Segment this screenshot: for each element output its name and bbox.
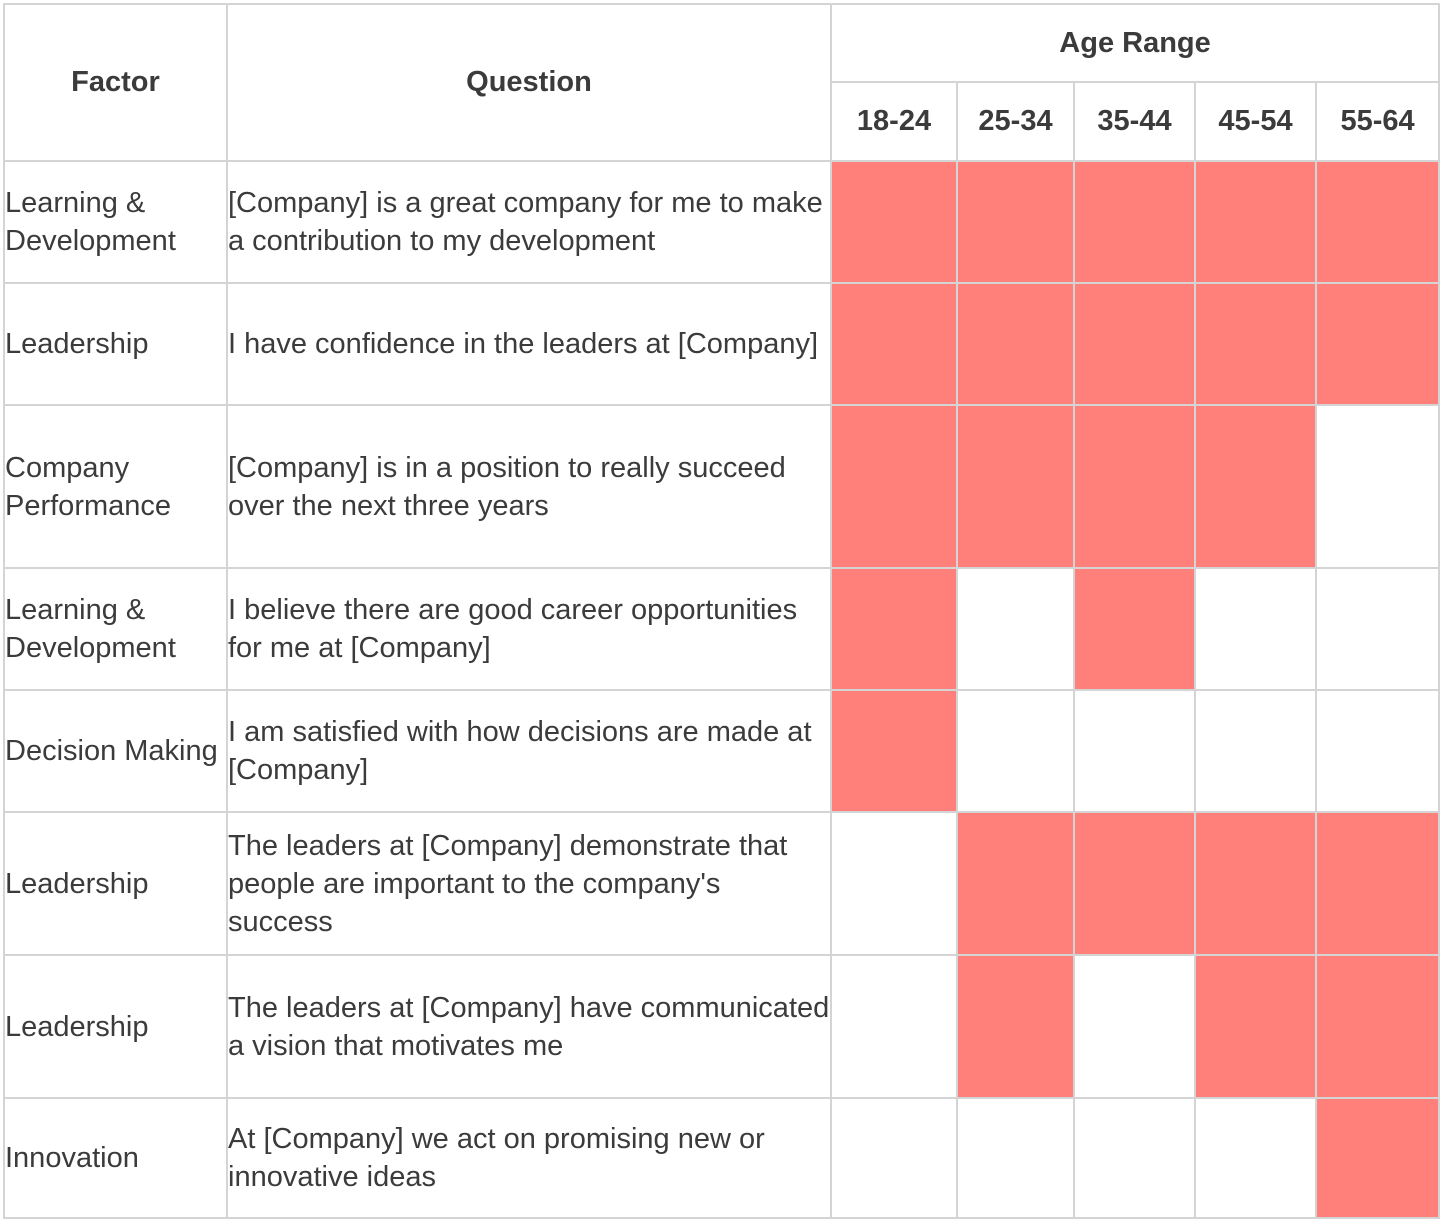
age-cell-25-34 (956, 954, 1075, 1099)
table-row: Company Performance [Company] is in a pos… (3, 404, 1440, 569)
factor-cell: Leadership (3, 954, 228, 1099)
age-header: 25-34 (956, 81, 1075, 162)
age-cell-35-44 (1073, 689, 1196, 813)
factor-cell: Learning & Development (3, 567, 228, 691)
age-cell-18-24 (830, 811, 958, 956)
age-cell-35-44 (1073, 404, 1196, 569)
header-row-top: Factor Question Age Range (3, 3, 1440, 162)
age-cell-45-54 (1194, 567, 1317, 691)
age-cell-55-64 (1314, 811, 1440, 956)
age-cell-25-34 (956, 811, 1075, 956)
age-cell-55-64 (1314, 160, 1440, 284)
factor-header: Factor (3, 3, 228, 162)
age-cell-55-64 (1314, 282, 1440, 406)
factor-cell: Decision Making (3, 689, 228, 813)
age-cell-35-44 (1073, 954, 1196, 1099)
factor-cell: Leadership (3, 282, 228, 406)
age-cell-18-24 (830, 160, 958, 284)
age-cell-55-64 (1314, 954, 1440, 1099)
table-row: Learning & Development I believe there ar… (3, 567, 1440, 691)
question-cell: [Company] is in a position to really suc… (226, 404, 832, 569)
question-cell: The leaders at [Company] demonstrate tha… (226, 811, 832, 956)
age-cell-45-54 (1194, 160, 1317, 284)
table-row: Learning & Development [Company] is a gre… (3, 160, 1440, 284)
question-header: Question (226, 3, 832, 162)
age-cell-45-54 (1194, 811, 1317, 956)
age-cell-45-54 (1194, 689, 1317, 813)
age-cell-35-44 (1073, 811, 1196, 956)
question-cell: I believe there are good career opportun… (226, 567, 832, 691)
header-row-ages: 18-24 25-34 35-44 45-54 55-64 (4, 81, 1440, 162)
age-cell-45-54 (1194, 1097, 1317, 1219)
age-cell-25-34 (956, 282, 1075, 406)
table-row: Decision Making I am satisfied with how d… (3, 689, 1440, 813)
table-row: Leadership I have confidence in the leade… (3, 282, 1440, 406)
age-cell-18-24 (830, 954, 958, 1099)
age-cell-25-34 (956, 160, 1075, 284)
question-cell: I am satisfied with how decisions are ma… (226, 689, 832, 813)
age-cell-18-24 (830, 282, 958, 406)
question-cell: The leaders at [Company] have communicat… (226, 954, 832, 1099)
question-cell: [Company] is a great company for me to m… (226, 160, 832, 284)
age-cell-55-64 (1314, 567, 1440, 691)
question-cell: At [Company] we act on promising new or … (226, 1097, 832, 1219)
table-row: Leadership The leaders at [Company] have … (3, 954, 1440, 1099)
age-range-header: Age Range (829, 3, 1440, 83)
age-header: 45-54 (1194, 81, 1317, 162)
age-cell-35-44 (1073, 567, 1196, 691)
factor-cell: Leadership (3, 811, 228, 956)
age-cell-55-64 (1314, 404, 1440, 569)
age-header: 55-64 (1314, 81, 1440, 162)
age-header: 18-24 (830, 81, 958, 162)
age-cell-35-44 (1073, 160, 1196, 284)
age-cell-35-44 (1073, 1097, 1196, 1219)
age-header: 35-44 (1073, 81, 1196, 162)
age-cell-25-34 (956, 404, 1075, 569)
age-cell-18-24 (830, 1097, 958, 1219)
age-cell-55-64 (1314, 689, 1440, 813)
table-row: Innovation At [Company] we act on promisi… (3, 1097, 1440, 1219)
age-cell-25-34 (956, 1097, 1075, 1219)
age-cell-18-24 (830, 404, 958, 569)
question-cell: I have confidence in the leaders at [Com… (226, 282, 832, 406)
factor-cell: Learning & Development (3, 160, 228, 284)
factor-cell: Innovation (3, 1097, 228, 1219)
age-cell-25-34 (956, 689, 1075, 813)
age-cell-18-24 (830, 567, 958, 691)
age-cell-45-54 (1194, 954, 1317, 1099)
table-body: Learning & Development [Company] is a gre… (3, 160, 1440, 1219)
age-cell-45-54 (1194, 282, 1317, 406)
age-cell-45-54 (1194, 404, 1317, 569)
age-cell-35-44 (1073, 282, 1196, 406)
age-cell-25-34 (956, 567, 1075, 691)
age-cell-18-24 (830, 689, 958, 813)
factor-cell: Company Performance (3, 404, 228, 569)
age-cell-55-64 (1314, 1097, 1440, 1219)
age-range-heatmap-table: Factor Question Age Range 18-24 25-34 35… (3, 3, 1440, 1219)
table-row: Leadership The leaders at [Company] demon… (3, 811, 1440, 956)
